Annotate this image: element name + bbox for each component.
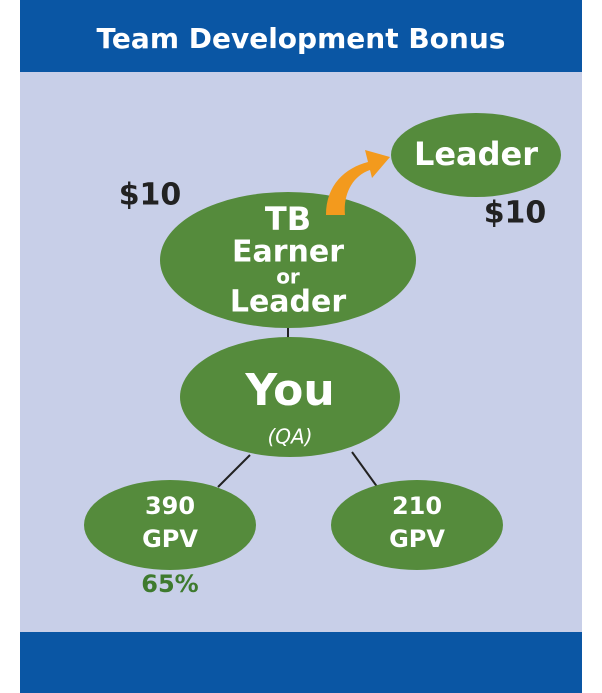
- node-text: Earner: [232, 235, 344, 270]
- node-text: 390: [145, 492, 195, 520]
- node-text: You: [244, 365, 334, 416]
- node-text: GPV: [389, 525, 445, 553]
- node-you: [180, 337, 400, 457]
- connector: [351, 451, 379, 489]
- node-text: or: [276, 265, 300, 289]
- node-text: Leader: [230, 285, 347, 320]
- footer-bar: [20, 632, 582, 693]
- node-text: 210: [392, 492, 442, 520]
- amount-right: $10: [484, 196, 547, 231]
- header-bar: [20, 0, 582, 72]
- connector: [217, 454, 251, 488]
- node-text: GPV: [142, 525, 198, 553]
- node-leader: [391, 113, 561, 197]
- node-tb: [160, 192, 416, 328]
- percent: 65%: [141, 570, 198, 598]
- node-right: [331, 480, 503, 570]
- title: Team Development Bonus: [97, 22, 506, 55]
- amount-left: $10: [119, 178, 182, 213]
- arrow: [326, 150, 390, 215]
- node-text: TB: [265, 200, 311, 238]
- node-left: [84, 480, 256, 570]
- node-text: (QA): [267, 425, 312, 449]
- node-text: Leader: [414, 135, 538, 173]
